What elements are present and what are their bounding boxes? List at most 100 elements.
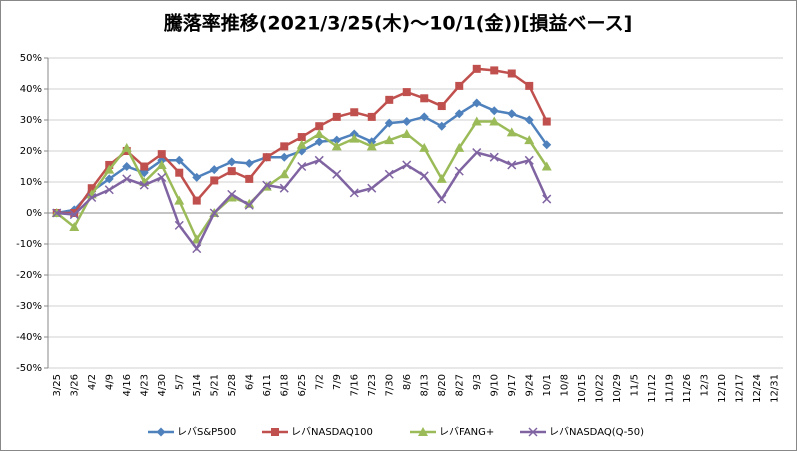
marker xyxy=(104,185,114,195)
marker xyxy=(279,183,289,193)
marker xyxy=(227,189,237,199)
marker xyxy=(332,112,341,121)
chart-title: 騰落率推移(2021/3/25(木)～10/1(金))[損益ベース] xyxy=(163,12,633,35)
marker xyxy=(332,135,342,145)
marker xyxy=(472,64,481,73)
x-tick-label: 4/23 xyxy=(139,374,150,396)
x-tick-label: 4/30 xyxy=(157,374,168,396)
x-tick-label: 12/31 xyxy=(769,374,780,403)
x-tick-label: 7/23 xyxy=(367,374,378,396)
marker xyxy=(489,152,499,162)
marker xyxy=(297,133,306,142)
marker xyxy=(524,115,534,125)
marker xyxy=(69,221,80,231)
marker xyxy=(156,159,167,169)
marker xyxy=(506,127,517,137)
marker xyxy=(226,192,237,202)
y-tick-label: 0% xyxy=(26,208,42,219)
y-tick-label: 30% xyxy=(20,115,42,126)
marker xyxy=(280,142,289,151)
marker xyxy=(419,142,430,152)
legend-label: レバNASDAQ(Q-50) xyxy=(549,426,644,438)
x-tick-label: 12/10 xyxy=(717,374,728,403)
marker xyxy=(175,168,184,177)
x-tick-label: 8/27 xyxy=(454,374,465,396)
marker xyxy=(489,116,500,126)
x-tick-label: 9/10 xyxy=(489,374,500,396)
y-tick-label: 50% xyxy=(20,53,42,64)
legend-label: レバS&P500 xyxy=(177,426,236,438)
x-tick-label: 9/3 xyxy=(472,374,483,390)
x-tick-label: 5/7 xyxy=(174,374,185,390)
x-tick-label: 5/28 xyxy=(227,374,238,396)
marker xyxy=(314,137,324,147)
marker xyxy=(436,173,447,183)
x-tick-label: 9/24 xyxy=(524,374,535,396)
marker xyxy=(69,210,79,220)
x-tick-label: 7/16 xyxy=(349,374,360,396)
marker xyxy=(245,174,254,183)
x-tick-label: 10/29 xyxy=(612,374,623,403)
marker xyxy=(366,141,377,151)
marker xyxy=(525,81,534,90)
marker xyxy=(542,140,552,150)
marker xyxy=(402,88,411,97)
x-tick-label: 6/18 xyxy=(279,374,290,396)
marker xyxy=(524,155,534,165)
marker xyxy=(454,166,464,176)
x-tick-label: 11/26 xyxy=(682,374,693,403)
marker xyxy=(437,194,447,204)
marker xyxy=(104,164,115,174)
marker xyxy=(271,428,279,436)
marker xyxy=(489,106,499,116)
marker xyxy=(419,112,429,122)
marker xyxy=(454,109,464,119)
y-tick-label: -50% xyxy=(16,363,42,374)
marker xyxy=(418,427,428,436)
y-tick-label: -20% xyxy=(16,270,42,281)
y-tick-label: -30% xyxy=(16,301,42,312)
marker xyxy=(227,157,237,167)
marker xyxy=(437,102,446,111)
marker xyxy=(384,169,394,179)
marker xyxy=(349,133,360,143)
marker xyxy=(524,135,535,145)
marker xyxy=(262,180,272,190)
marker xyxy=(542,117,551,126)
x-tick-label: 11/5 xyxy=(629,374,640,396)
x-tick-label: 3/26 xyxy=(69,374,80,396)
x-tick-label: 9/17 xyxy=(507,374,518,396)
marker xyxy=(507,160,517,170)
marker xyxy=(174,155,184,165)
marker xyxy=(401,128,412,138)
marker xyxy=(297,161,307,172)
marker xyxy=(507,69,516,78)
x-tick-label: 4/2 xyxy=(87,374,98,390)
marker xyxy=(244,200,254,210)
marker xyxy=(262,153,271,162)
x-tick-label: 11/12 xyxy=(647,374,658,403)
marker xyxy=(104,174,114,184)
y-tick-label: 40% xyxy=(20,84,42,95)
marker xyxy=(244,158,254,168)
marker xyxy=(121,142,132,152)
series xyxy=(52,148,552,254)
y-tick-label: 20% xyxy=(20,146,42,157)
marker xyxy=(472,98,482,108)
x-tick-label: 5/21 xyxy=(209,374,220,396)
marker xyxy=(331,141,342,151)
marker xyxy=(384,118,394,128)
marker xyxy=(156,427,166,437)
marker xyxy=(314,155,324,165)
marker xyxy=(122,162,132,171)
y-tick-label: -10% xyxy=(16,239,42,250)
marker xyxy=(192,172,202,182)
marker xyxy=(402,160,412,170)
marker xyxy=(279,169,290,179)
marker xyxy=(87,184,96,193)
marker xyxy=(210,176,219,185)
marker xyxy=(367,183,377,193)
marker xyxy=(349,188,359,198)
marker xyxy=(385,95,394,104)
